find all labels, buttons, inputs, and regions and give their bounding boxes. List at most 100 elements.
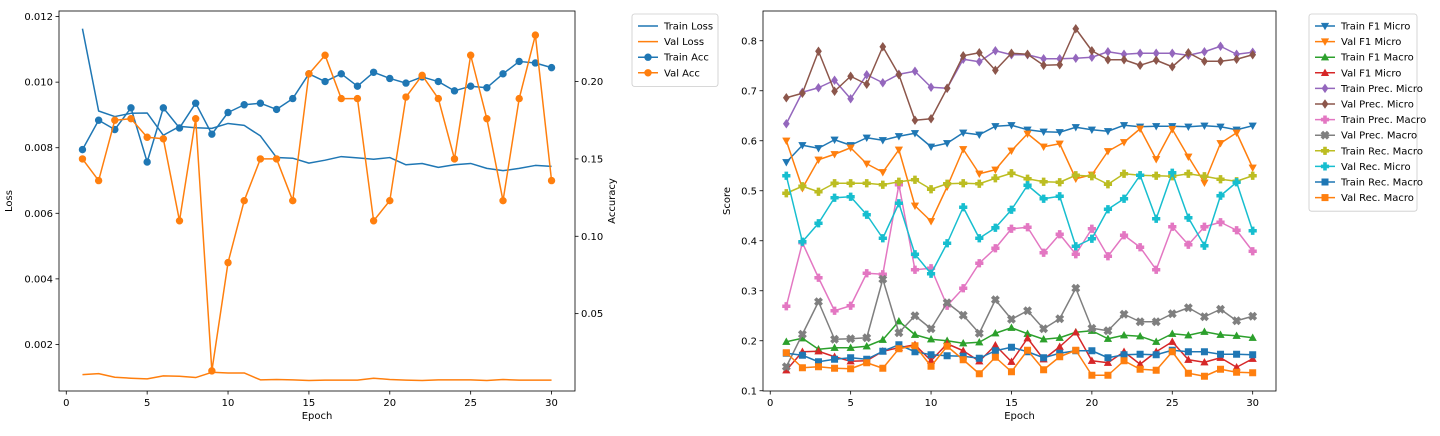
legend-item: Train F1 Macro [1315, 53, 1414, 64]
data-point [974, 328, 984, 338]
data-point [1248, 164, 1257, 172]
data-point [1055, 140, 1064, 148]
data-point [1007, 357, 1016, 365]
data-point [1103, 180, 1113, 189]
data-point [927, 82, 935, 92]
data-point [814, 145, 823, 153]
data-point [797, 329, 807, 339]
data-point [830, 343, 839, 351]
data-point [1039, 128, 1048, 136]
data-point [878, 180, 887, 189]
data-point [1007, 368, 1015, 376]
data-point [878, 234, 887, 243]
data-point [240, 196, 248, 205]
series-train-f1-macro [782, 317, 1257, 353]
data-point [1216, 175, 1225, 184]
data-point [862, 210, 871, 219]
x-tick-label: 15 [1005, 398, 1018, 409]
data-point [159, 104, 168, 112]
data-point [991, 223, 1000, 232]
data-point [1200, 179, 1209, 187]
data-point [1184, 123, 1193, 131]
data-point [1008, 48, 1015, 58]
data-point [1007, 224, 1016, 233]
data-point [910, 175, 920, 184]
data-point [353, 82, 362, 90]
chart-scores: 0 5 10 15 20 25 30Epoch0.10.20.30.40.50.60.70.… [722, 10, 1426, 422]
data-point [1103, 358, 1113, 366]
x-tick-label: 20 [1085, 398, 1098, 409]
legend-swatch-marker [1320, 115, 1330, 124]
legend-swatch-marker [1321, 178, 1329, 186]
data-point [991, 329, 1000, 337]
data-point [1152, 55, 1160, 65]
data-point [830, 334, 840, 344]
data-point [499, 196, 507, 205]
series-train-prec-macro [782, 180, 1257, 315]
data-point [879, 364, 887, 372]
data-point [1056, 60, 1064, 70]
data-point [1071, 171, 1080, 180]
data-point [1248, 171, 1257, 180]
data-point [143, 158, 151, 166]
data-point [1200, 327, 1209, 335]
data-point [159, 135, 168, 143]
data-point [1136, 332, 1145, 340]
legend-label: Val Prec. Macro [1341, 131, 1417, 142]
series-val-acc [78, 31, 556, 375]
data-point [1184, 240, 1193, 249]
y-tick-label: 0.3 [741, 286, 757, 297]
data-point [830, 179, 839, 188]
data-point [1104, 47, 1112, 57]
data-point [798, 237, 807, 246]
data-point [127, 114, 135, 123]
data-point [927, 362, 935, 370]
series-train-loss [81, 28, 552, 172]
series-line [785, 184, 1254, 312]
data-point [879, 78, 887, 88]
x-tick-label: 0 [63, 398, 69, 409]
data-point [1200, 172, 1209, 181]
data-point [1216, 218, 1225, 227]
x-tick-label: 30 [1246, 398, 1259, 409]
data-point [515, 94, 523, 103]
data-point [894, 177, 903, 186]
data-point [814, 297, 823, 307]
data-point [910, 311, 920, 321]
x-tick-label: 30 [545, 398, 558, 409]
data-point [911, 66, 919, 76]
data-point [1007, 314, 1016, 324]
data-point [959, 339, 968, 347]
data-point [450, 155, 459, 163]
data-point [78, 155, 87, 163]
data-point [127, 104, 135, 112]
data-point [862, 160, 871, 168]
data-point [862, 134, 871, 142]
y-axis-left: 0.002 0.004 0.006 0.008 0.010 0.012 [24, 12, 59, 351]
data-point [1249, 369, 1257, 377]
data-point [879, 347, 887, 355]
data-point [1216, 330, 1225, 338]
data-point [1072, 346, 1080, 354]
data-point [1168, 62, 1176, 72]
data-point [1120, 55, 1128, 65]
data-point [1216, 140, 1225, 148]
data-point [1168, 337, 1177, 345]
data-point [321, 51, 329, 59]
data-point [1184, 48, 1192, 58]
data-point [959, 146, 968, 154]
legend-label: Train Rec. Macro [1340, 146, 1423, 157]
x-tick-label: 5 [847, 398, 853, 409]
data-point [289, 196, 297, 205]
data-point [943, 179, 952, 188]
data-point [1055, 192, 1064, 201]
x-axis: 0 5 10 15 20 25 30 [767, 391, 1259, 409]
legend-swatch-marker [1320, 146, 1330, 155]
series-val-rec-macro [782, 342, 1257, 380]
legend-item: Train Loss [638, 22, 713, 33]
data-point [814, 156, 823, 164]
data-point [782, 137, 791, 145]
data-point [830, 306, 839, 315]
data-point [466, 51, 475, 59]
data-point [782, 119, 790, 129]
